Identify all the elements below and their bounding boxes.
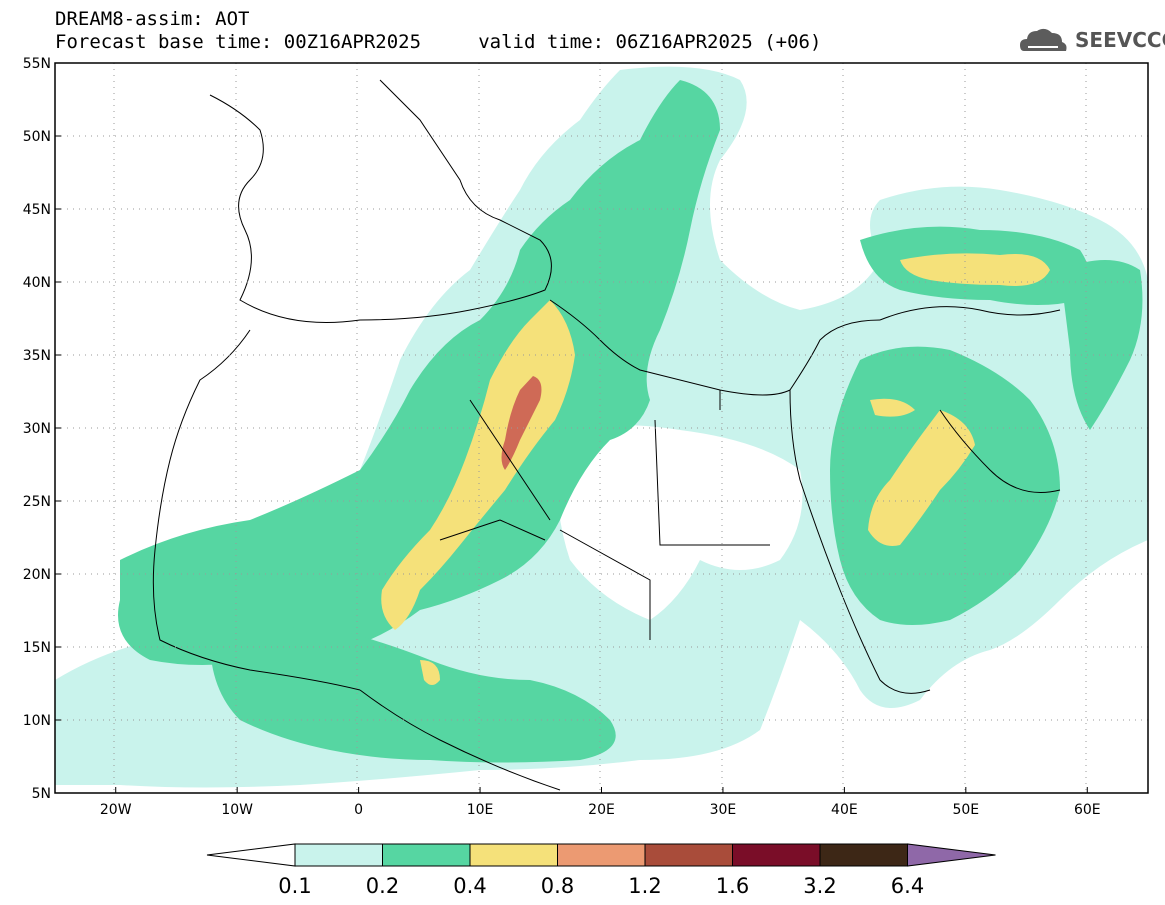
colorbar-segment	[294, 843, 383, 867]
lat-lon-grid	[55, 63, 1148, 793]
coastlines	[152, 79, 1061, 791]
lat-tick-label: 10N	[23, 713, 51, 729]
colorbar-over-arrow	[907, 843, 996, 867]
colorbar-segment	[557, 843, 646, 867]
map-title: DREAM8-assim: AOT	[55, 8, 250, 30]
lon-tick-label: 50E	[952, 802, 979, 818]
colorbar-segment	[732, 843, 821, 867]
lat-tick-label: 35N	[23, 348, 51, 364]
lon-tick-label: 40E	[831, 802, 858, 818]
colorbar-label: 1.6	[716, 874, 749, 898]
lat-tick-label: 5N	[32, 786, 51, 802]
colorbar-label: 0.2	[366, 874, 399, 898]
colorbar-legend: 0.1 0.2 0.4 0.8 1.2 1.6 3.2 6.4	[206, 843, 996, 898]
colorbar-under-arrow	[206, 843, 296, 867]
lat-axis: 55N 50N 45N 40N 35N 30N 25N 20N 15N 10N 5N	[23, 56, 61, 802]
aot-contour-yellow	[381, 300, 575, 630]
colorbar-label: 6.4	[891, 874, 924, 898]
colorbar-segment	[469, 843, 558, 867]
lon-tick-label: 20E	[588, 802, 615, 818]
lon-tick-label: 30E	[710, 802, 737, 818]
colorbar-label: 0.4	[453, 874, 486, 898]
lon-tick-label: 60E	[1074, 802, 1101, 818]
colorbar-segment	[382, 843, 471, 867]
lat-tick-label: 20N	[23, 567, 51, 583]
lat-tick-label: 15N	[23, 640, 51, 656]
aot-field	[55, 63, 1148, 793]
lat-tick-label: 50N	[23, 129, 51, 145]
aot-contour-red	[501, 376, 542, 470]
colorbar-label: 1.2	[628, 874, 661, 898]
lon-tick-label: 10W	[221, 802, 253, 818]
colorbar-label: 0.8	[541, 874, 574, 898]
lon-tick-label: 20W	[100, 802, 132, 818]
lon-axis: 20W 10W 0 10E 20E 30E 40E 50E 60E	[100, 787, 1101, 818]
lat-tick-label: 40N	[23, 275, 51, 291]
colorbar-label: 3.2	[803, 874, 836, 898]
aot-contour-medium	[118, 80, 720, 665]
forecast-time-subtitle: Forecast base time: 00Z16APR2025 valid t…	[55, 31, 822, 53]
lat-tick-label: 55N	[23, 56, 51, 72]
seevccc-logo: SEEVCCC	[1075, 28, 1165, 52]
lat-tick-label: 30N	[23, 421, 51, 437]
colorbar-segment	[644, 843, 733, 867]
lon-tick-label: 10E	[467, 802, 494, 818]
cloud-icon	[1020, 28, 1067, 51]
colorbar-label: 0.1	[278, 874, 311, 898]
colorbar-segment	[819, 843, 908, 867]
lon-tick-label: 0	[354, 802, 363, 818]
lat-tick-label: 25N	[23, 494, 51, 510]
lat-tick-label: 45N	[23, 202, 51, 218]
